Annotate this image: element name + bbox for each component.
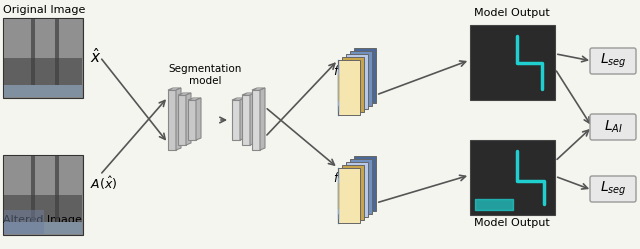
Bar (350, 159, 372, 214)
Bar (342, 165, 364, 220)
Bar (4, 19, 82, 97)
Polygon shape (168, 90, 176, 150)
Bar (346, 54, 368, 109)
Polygon shape (186, 93, 191, 145)
Bar (4, 85, 82, 97)
Bar (4, 210, 44, 234)
Bar (470, 25, 555, 100)
Polygon shape (178, 93, 191, 95)
Bar (55, 19, 59, 97)
Polygon shape (232, 100, 240, 140)
Text: Model Output: Model Output (474, 218, 550, 228)
Bar (354, 48, 376, 103)
Text: Altered Image: Altered Image (3, 215, 82, 225)
Bar (342, 57, 364, 112)
FancyBboxPatch shape (590, 48, 636, 74)
Polygon shape (260, 88, 265, 150)
Bar (4, 222, 82, 234)
Polygon shape (242, 95, 250, 145)
Text: Model Output: Model Output (474, 8, 550, 18)
Bar (346, 162, 368, 217)
Polygon shape (196, 98, 201, 140)
Text: $L_{seg}$: $L_{seg}$ (600, 180, 627, 198)
Bar (3, 155, 83, 235)
FancyBboxPatch shape (590, 176, 636, 202)
Text: $f(\hat{x})$: $f(\hat{x})$ (333, 62, 355, 78)
Bar (354, 156, 376, 211)
Polygon shape (252, 88, 265, 90)
Text: Segmentation
model: Segmentation model (168, 64, 242, 86)
Bar (4, 19, 82, 58)
Bar (4, 156, 82, 195)
FancyBboxPatch shape (590, 114, 636, 140)
Text: $A(\hat{x})$: $A(\hat{x})$ (90, 175, 117, 191)
Polygon shape (232, 98, 245, 100)
Bar (470, 140, 555, 215)
Bar (3, 18, 83, 98)
Polygon shape (188, 98, 201, 100)
Polygon shape (176, 88, 181, 150)
Text: $f(A(\hat{x}))$: $f(A(\hat{x}))$ (333, 170, 371, 187)
Bar (31, 19, 35, 97)
Bar (55, 156, 59, 234)
Bar (31, 156, 35, 234)
Polygon shape (252, 90, 260, 150)
Text: $L_{seg}$: $L_{seg}$ (600, 52, 627, 70)
Polygon shape (178, 95, 186, 145)
Bar (350, 51, 372, 106)
Text: Original Image: Original Image (3, 5, 85, 15)
Text: $L_{AI}$: $L_{AI}$ (604, 119, 623, 135)
Polygon shape (242, 93, 255, 95)
Bar (338, 60, 360, 115)
Bar (4, 156, 82, 234)
Polygon shape (240, 98, 245, 140)
Polygon shape (250, 93, 255, 145)
Polygon shape (168, 88, 181, 90)
Bar (338, 168, 360, 223)
Text: $\hat{x}$: $\hat{x}$ (90, 48, 102, 66)
Polygon shape (188, 100, 196, 140)
